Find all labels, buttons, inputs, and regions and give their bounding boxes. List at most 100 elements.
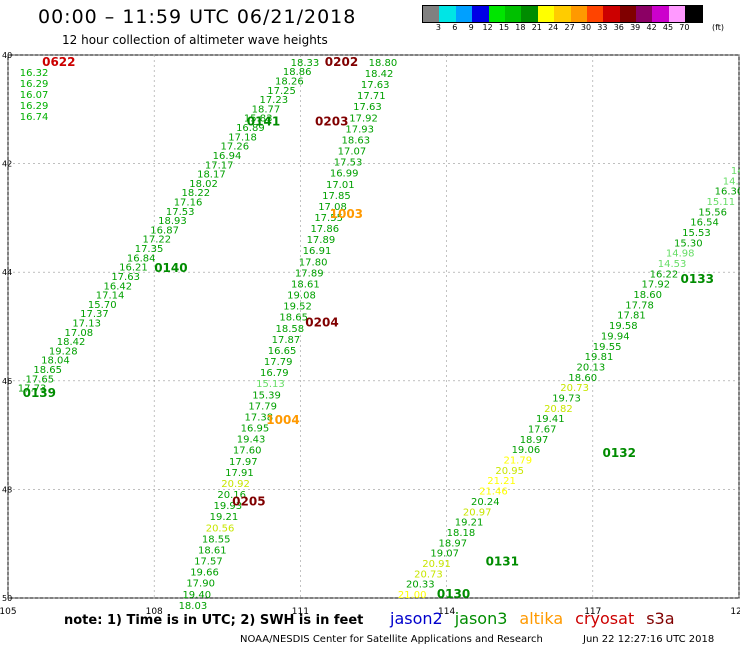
swh-value-label: 20.33 — [406, 580, 435, 591]
swh-value-label: 19.55 — [593, 342, 622, 353]
swh-value-label: 20.82 — [544, 404, 573, 415]
lat-tick-label: 42 — [2, 160, 12, 169]
swh-value-label: 17.57 — [194, 557, 223, 568]
colorbar-tick-label: 6 — [452, 23, 458, 32]
colorbar-tick-label: 24 — [548, 23, 559, 32]
colorbar-swatch — [652, 6, 669, 22]
swh-value-label: 18.42 — [57, 337, 86, 348]
colorbar-swatch — [685, 6, 702, 22]
swh-value-label: 20.95 — [495, 466, 524, 477]
swh-value-label: 17.87 — [272, 335, 301, 346]
lat-tick-label: 44 — [2, 268, 12, 277]
swh-value-label: 16.54 — [690, 218, 719, 229]
swh-value-label: 18.02 — [189, 179, 218, 190]
swh-value-label: 16.95 — [241, 424, 270, 435]
colorbar-tick-label: 15 — [498, 23, 510, 32]
colorbar-tick-label: 36 — [613, 23, 624, 32]
legend-cryosat: cryosat — [575, 609, 635, 628]
swh-value-label: 17.60 — [233, 446, 262, 457]
swh-value-label: 19.93 — [213, 501, 242, 512]
lat-tick-label: 46 — [2, 377, 12, 386]
lat-tick-label: 40 — [2, 51, 12, 60]
swh-value-label: 19.66 — [190, 568, 219, 579]
swh-value-label: 17.38 — [245, 412, 274, 423]
swh-value-label: 20.16 — [217, 490, 246, 501]
swh-value-label: 19.43 — [237, 435, 266, 446]
swh-value-label: 17.23 — [259, 95, 288, 106]
swh-value-label: 18.55 — [202, 534, 231, 545]
swh-value-label: 17.01 — [326, 180, 355, 191]
swh-value-label: 17.79 — [248, 401, 277, 412]
pass-id-label: 1003 — [330, 207, 363, 221]
legend-s3a: s3a — [646, 609, 675, 628]
swh-value-label: 18.61 — [198, 545, 227, 556]
colorbar-tick-label: 42 — [646, 23, 657, 32]
swh-value-label: 18.60 — [568, 373, 597, 384]
swh-value-label: 17.92 — [642, 280, 671, 291]
pass-labels: 0139 0140 0141 0622 0202 1003 1004 0203 0204 0205… — [23, 55, 714, 601]
swh-value-label: 17.16 — [174, 197, 203, 208]
swh-value-label: 17.86 — [310, 224, 339, 235]
swh-value-label: 18.03 — [179, 601, 208, 612]
swh-value-label: 18.63 — [341, 135, 370, 146]
pass-id-label: 0622 — [42, 55, 75, 69]
swh-value-label: 18.65 — [33, 365, 62, 376]
swh-value-label: 20.73 — [414, 569, 443, 580]
swh-value-label: 21.46 — [479, 487, 508, 498]
swh-value-label: 17.13 — [72, 319, 101, 330]
swh-value-label: 16.42 — [104, 281, 133, 292]
swh-value-label: 20.73 — [560, 383, 589, 394]
swh-value-label: 18.77 — [252, 104, 281, 115]
swh-value-label: 17.93 — [345, 124, 374, 135]
swh-value-label: 15.56 — [698, 207, 727, 218]
swh-value-label: 18.26 — [275, 76, 304, 87]
swh-value-label: 14.98 — [666, 249, 695, 260]
swh-value-label: 17.92 — [349, 113, 378, 124]
swh-value-label: 17.67 — [528, 425, 557, 436]
swh-value-label: 18.04 — [41, 356, 70, 367]
swh-value-label: 17.85 — [322, 191, 351, 202]
pass-id-label: 0204 — [305, 316, 338, 330]
swh-value-label: 16.22 — [650, 269, 679, 280]
swh-value-label: 15.13 — [256, 379, 285, 390]
swh-value-label: 15.30 — [674, 238, 703, 249]
swh-value-label: 16.74 — [20, 112, 49, 123]
swh-value-label: 17.26 — [220, 142, 249, 153]
swh-value-label: 15.11 — [707, 197, 736, 208]
swh-value-label: 16.30 — [715, 187, 740, 198]
swh-value-label: 21.00 — [398, 590, 427, 601]
pass-id-label: 0202 — [325, 55, 358, 69]
lat-tick-label: 48 — [2, 485, 12, 494]
swh-value-label: 19.06 — [512, 445, 541, 456]
colorbar-tick-label: 33 — [597, 23, 608, 32]
colorbar-swatch — [472, 6, 489, 22]
swh-value-label: 19.94 — [601, 331, 630, 342]
swh-value-label: 16.84 — [127, 253, 156, 264]
colorbar-tick-label: 39 — [630, 23, 641, 32]
swh-value-label: 20.56 — [206, 523, 235, 534]
swh-value-label: 19.58 — [609, 321, 638, 332]
lon-tick-label: 120 — [730, 607, 740, 617]
colorbar-swatch — [554, 6, 571, 22]
swh-value-label: 16.91 — [303, 246, 332, 257]
colorbar-swatch — [603, 6, 620, 22]
swh-value-label: 16.79 — [260, 368, 289, 379]
swh-value-label: 18.80 — [369, 58, 398, 69]
swh-value-label: 18.93 — [158, 216, 187, 227]
swh-value-label: 15.39 — [252, 390, 281, 401]
swh-value-label: 19.28 — [49, 346, 78, 357]
satellite-legend: jason2 jason3 altika cryosat s3a — [390, 609, 687, 628]
swh-value-label: 18.42 — [365, 69, 394, 80]
swh-colorbar — [422, 5, 703, 23]
altimeter-tracks: 17.7317.6518.6518.0419.2818.4217.0817.13… — [18, 58, 740, 612]
swh-value-label: 14.53 — [658, 259, 687, 270]
swh-value-label: 19.41 — [536, 414, 565, 425]
swh-value-label: 18.97 — [438, 538, 467, 549]
swh-value-label: 17.90 — [186, 579, 215, 590]
lon-tick-label: 111 — [292, 607, 309, 617]
swh-value-label: 17.25 — [267, 86, 296, 97]
swh-value-label: 20.97 — [463, 507, 492, 518]
swh-value-label: 19.52 — [283, 302, 312, 313]
swh-value-label: 18.33 — [291, 58, 320, 69]
